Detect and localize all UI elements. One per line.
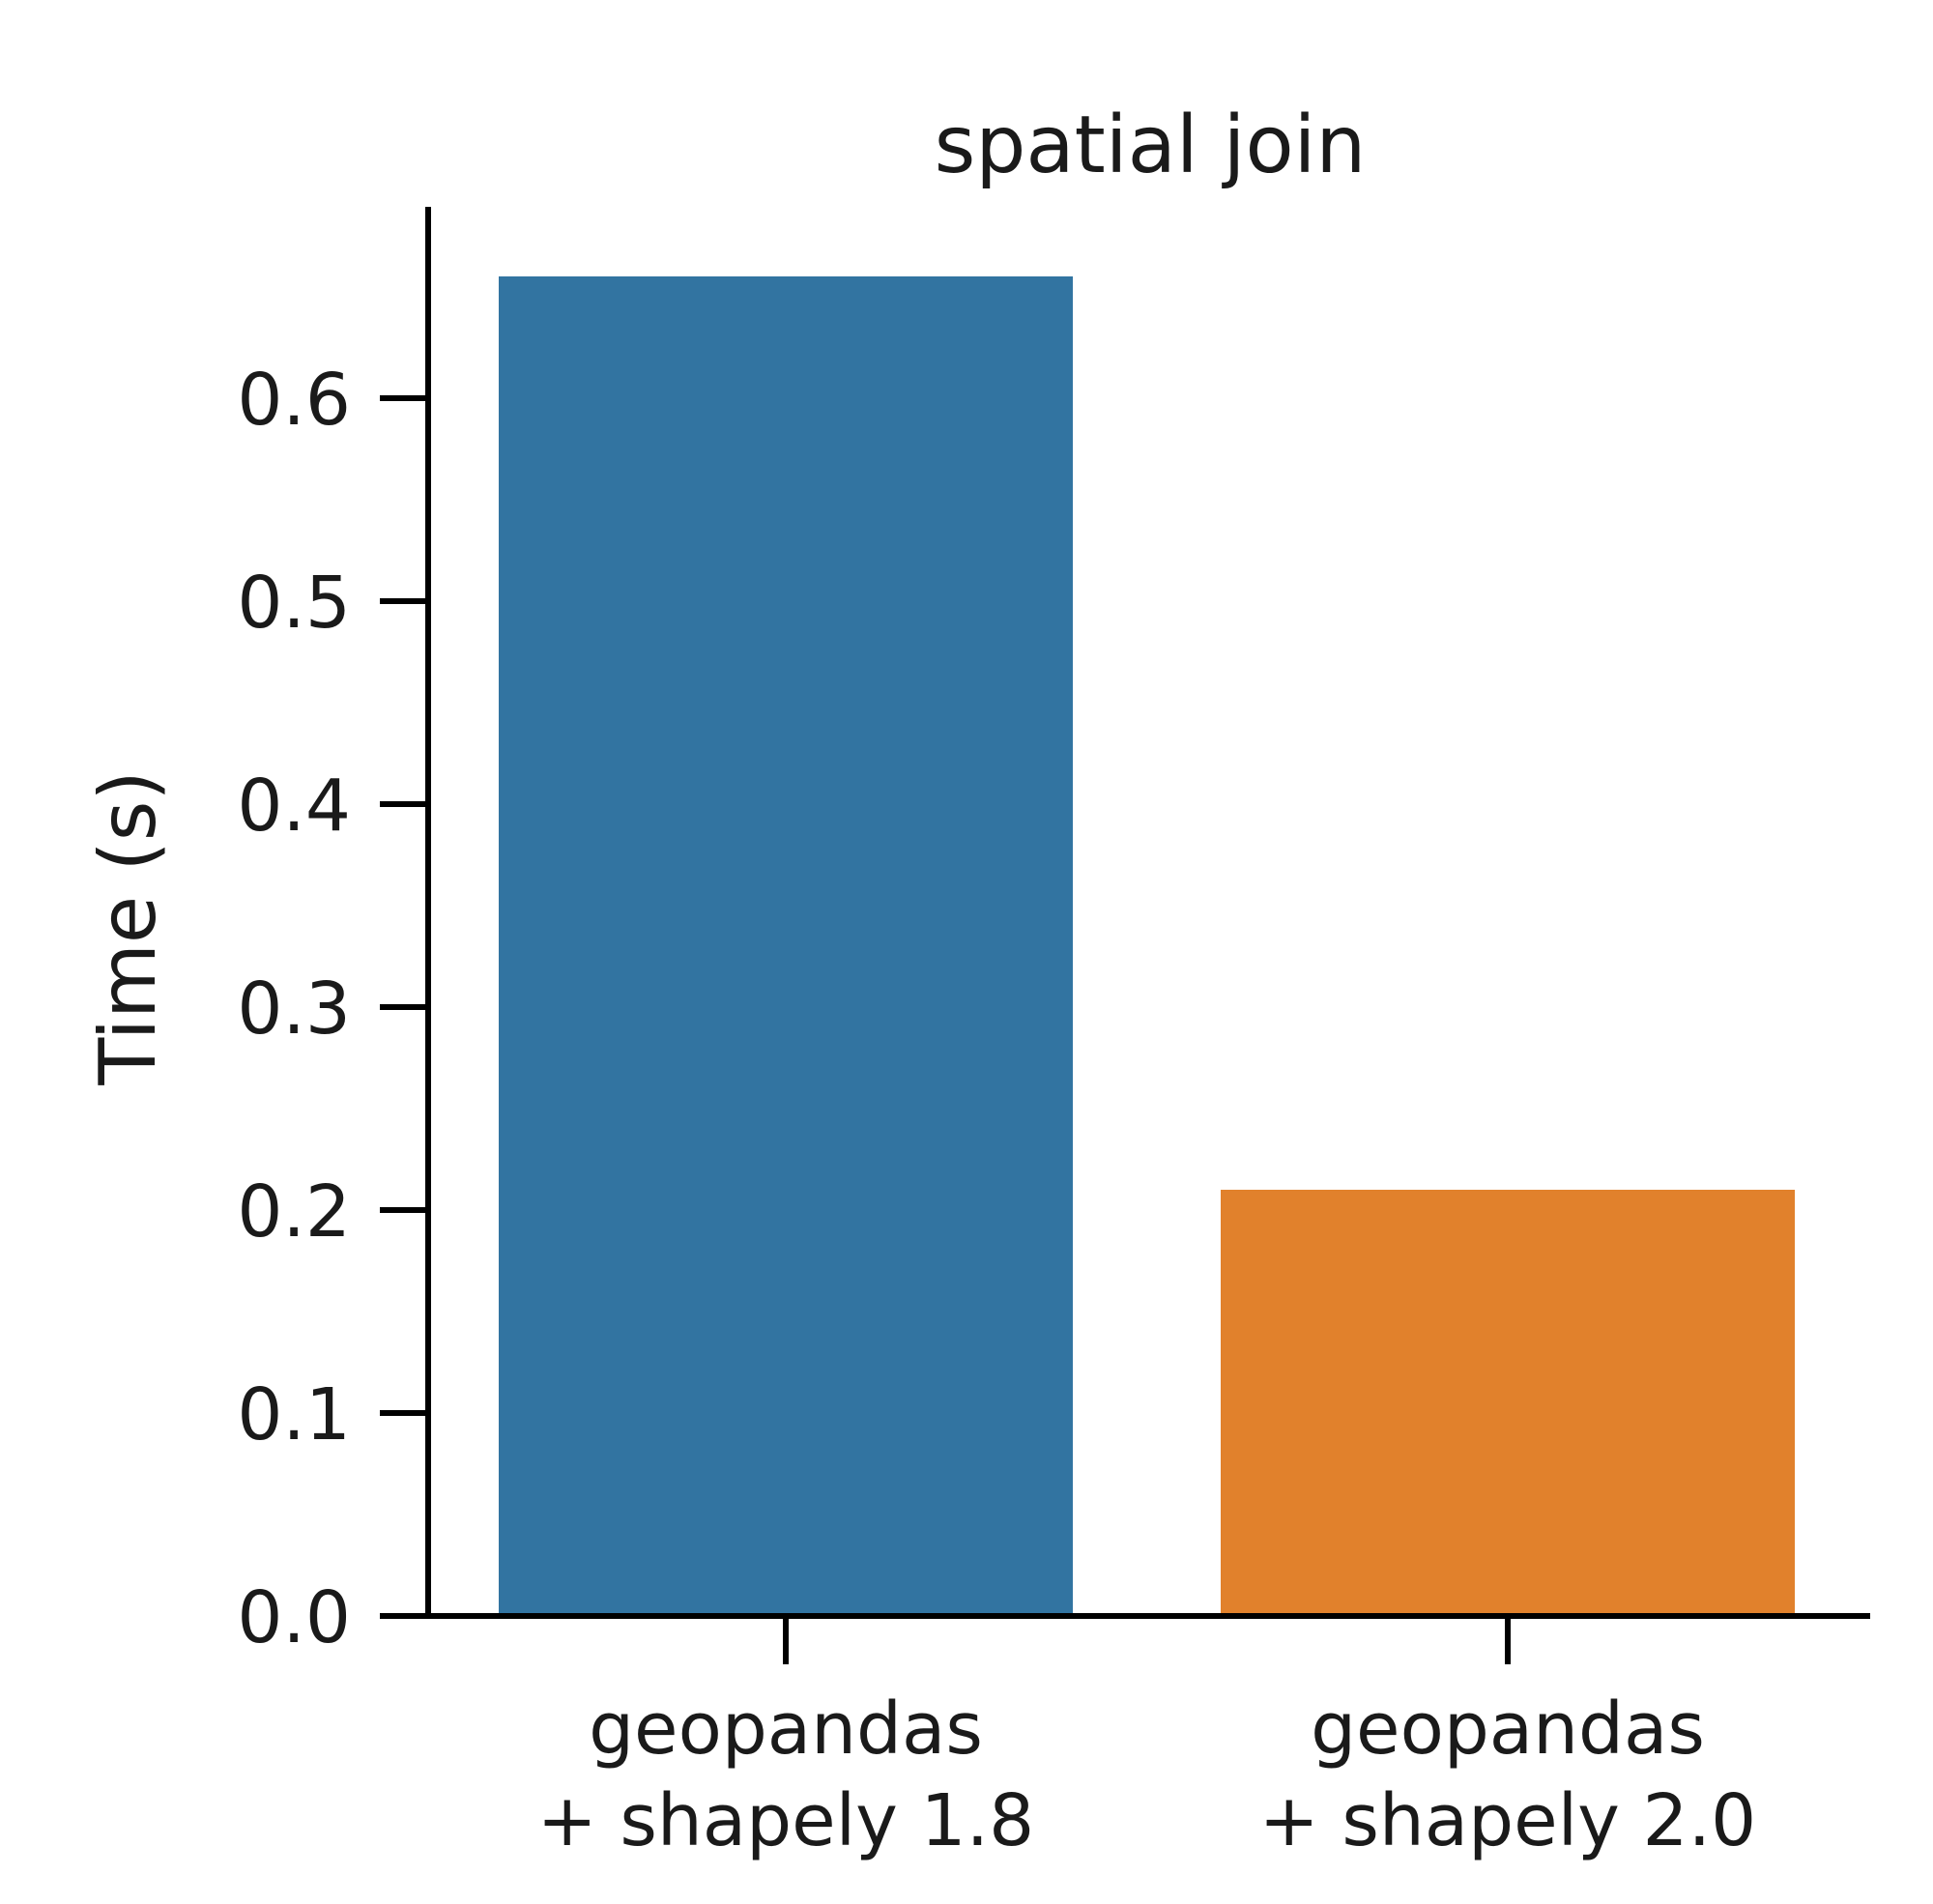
x-tick-label-line: geopandas <box>1311 1688 1705 1771</box>
x-tick-label-line: + shapely 2.0 <box>1259 1779 1756 1862</box>
y-tick-label: 0.1 <box>237 1373 351 1457</box>
x-tick-label-line: geopandas <box>589 1688 983 1771</box>
x-tick-label: geopandas + shapely 2.0 <box>1259 1688 1756 1862</box>
y-axis: 0.0 0.1 0.2 0.3 0.4 0.5 0.6 <box>237 207 431 1659</box>
y-tick-label: 0.5 <box>237 562 351 645</box>
bars-group <box>499 276 1795 1616</box>
chart-title: spatial join <box>935 100 1367 191</box>
bar-2 <box>1221 1190 1795 1616</box>
y-tick-label: 0.4 <box>237 764 351 848</box>
bar-1 <box>499 276 1073 1616</box>
x-tick-label-line: + shapely 1.8 <box>537 1779 1034 1862</box>
y-tick-label: 0.0 <box>237 1576 351 1659</box>
y-tick-label: 0.3 <box>237 967 351 1051</box>
y-tick-label: 0.2 <box>237 1170 351 1254</box>
x-tick-label: geopandas + shapely 1.8 <box>537 1688 1034 1862</box>
y-axis-title: Time (s) <box>83 770 173 1085</box>
y-tick-label: 0.6 <box>237 359 351 442</box>
